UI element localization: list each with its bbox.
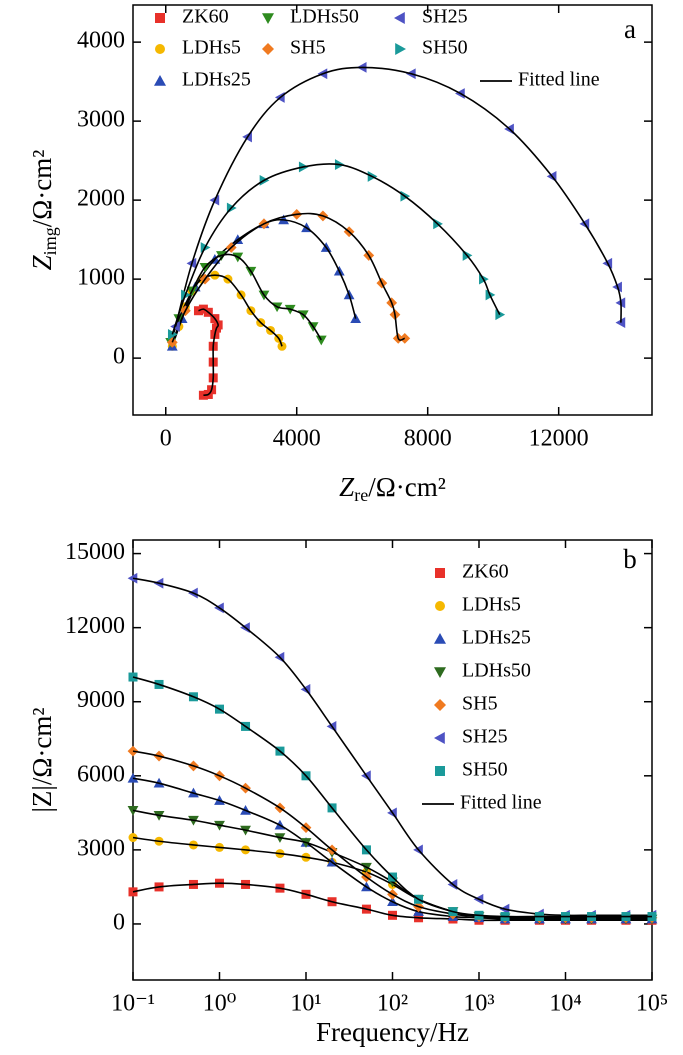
x-tick-label: 10⁴ — [549, 991, 581, 1017]
axis-title-rest: |Z|/Ω·cm² — [27, 708, 57, 813]
axis-title-main: Z — [339, 472, 355, 502]
y-tick-label: 15000 — [65, 539, 125, 565]
fitted-line — [169, 253, 322, 343]
legend-entry: SH5 — [262, 37, 326, 59]
x-tick-label: 8000 — [404, 426, 452, 452]
legend-marker — [394, 12, 405, 24]
legend-label: LDHs25 — [182, 69, 251, 91]
legend-label: ZK60 — [182, 6, 229, 28]
x-tick-label: 0 — [160, 426, 172, 452]
y-tick-label: 3000 — [77, 835, 125, 861]
panel-label: b — [623, 544, 637, 574]
legend-entry: Fitted line — [422, 792, 542, 814]
legend-label: LDHs50 — [290, 6, 359, 28]
legend-label: ZK60 — [462, 561, 509, 583]
legend-marker — [435, 601, 445, 611]
x-tick-label: 4000 — [273, 426, 321, 452]
legend-label: SH50 — [462, 759, 508, 781]
x-axis-title: Frequency/Hz — [316, 1017, 469, 1047]
fitted-line — [174, 66, 622, 327]
legend-entry: Fitted line — [480, 69, 600, 91]
y-tick-label: 0 — [113, 344, 125, 370]
legend-entry: LDHs25 — [434, 627, 531, 649]
data-point — [127, 572, 138, 584]
legend-marker — [434, 667, 446, 678]
y-tick-label: 6000 — [77, 761, 125, 787]
legend-marker — [434, 699, 446, 711]
y-tick-label: 4000 — [77, 28, 125, 54]
legend-entry: SH25 — [434, 726, 508, 748]
x-tick-label: 10³ — [463, 991, 494, 1017]
legend-label: SH25 — [462, 726, 508, 748]
legend-label: Fitted line — [460, 792, 542, 814]
legend-entry: LDHs50 — [262, 6, 359, 28]
legend-label: LDHs50 — [462, 660, 531, 682]
legend-label: SH5 — [290, 37, 326, 59]
axis-title-rest: Frequency/Hz — [316, 1017, 469, 1047]
fitted-line — [171, 163, 501, 335]
legend-label: Fitted line — [518, 69, 600, 91]
fitted-line — [132, 676, 652, 918]
legend-entry: ZK60 — [155, 6, 229, 28]
data-point — [315, 335, 327, 346]
legend-entry: SH50 — [395, 37, 468, 59]
fitted-line — [198, 308, 219, 397]
y-tick-label: 12000 — [65, 613, 125, 639]
data-point — [495, 309, 506, 321]
axis-title-rest: /Ω·cm² — [368, 472, 446, 502]
axis-title-main: Z — [27, 254, 57, 270]
x-tick-label: 10¹ — [290, 991, 321, 1017]
legend-label: SH50 — [422, 37, 468, 59]
legend-marker — [434, 633, 446, 644]
plot-frame — [132, 4, 653, 416]
legend-entry: LDHs5 — [435, 594, 521, 616]
legend-entry: LDHs5 — [155, 37, 241, 59]
y-tick-label: 0 — [113, 909, 125, 935]
y-axis-title: |Z|/Ω·cm² — [27, 708, 57, 813]
legend-entry: ZK60 — [435, 561, 509, 583]
legend-entry: SH5 — [434, 693, 498, 715]
data-point — [127, 772, 139, 783]
x-tick-label: 10⁵ — [636, 991, 668, 1017]
legend-entry: SH50 — [435, 759, 508, 781]
legend-marker — [434, 732, 445, 744]
legend-marker — [154, 75, 166, 86]
legend-label: LDHs5 — [462, 594, 521, 616]
legend-marker — [262, 13, 274, 24]
x-tick-label: 10⁻¹ — [111, 991, 155, 1017]
fitted-line — [171, 212, 406, 343]
x-tick-label: 10⁰ — [203, 991, 237, 1017]
x-tick-label: 10² — [377, 991, 408, 1017]
fitted-line — [132, 577, 652, 917]
legend-marker — [395, 43, 406, 55]
y-tick-label: 3000 — [77, 107, 125, 133]
axis-title-sub: re — [354, 485, 368, 505]
legend-entry: LDHs25 — [154, 69, 251, 91]
legend-entry: SH25 — [394, 6, 468, 28]
legend-marker — [435, 766, 445, 776]
legend-label: SH25 — [422, 6, 468, 28]
legend-label: SH5 — [462, 693, 498, 715]
y-tick-label: 2000 — [77, 186, 125, 212]
legend-entry: LDHs50 — [434, 660, 531, 682]
axis-title-rest: /Ω·cm² — [27, 150, 57, 228]
legend-marker — [435, 568, 445, 578]
y-tick-label: 9000 — [77, 687, 125, 713]
x-axis-title: Zre/Ω·cm² — [339, 472, 446, 505]
y-tick-label: 1000 — [77, 265, 125, 291]
data-point — [166, 336, 178, 348]
axis-title-sub: img — [40, 227, 60, 255]
legend-marker — [262, 43, 274, 55]
legend-marker — [155, 44, 165, 54]
panel-label: a — [624, 14, 636, 44]
legend-label: LDHs25 — [462, 627, 531, 649]
legend-marker — [155, 13, 165, 23]
y-axis-title: Zimg/Ω·cm² — [27, 150, 60, 271]
legend-label: LDHs5 — [182, 37, 241, 59]
x-tick-label: 12000 — [529, 426, 589, 452]
